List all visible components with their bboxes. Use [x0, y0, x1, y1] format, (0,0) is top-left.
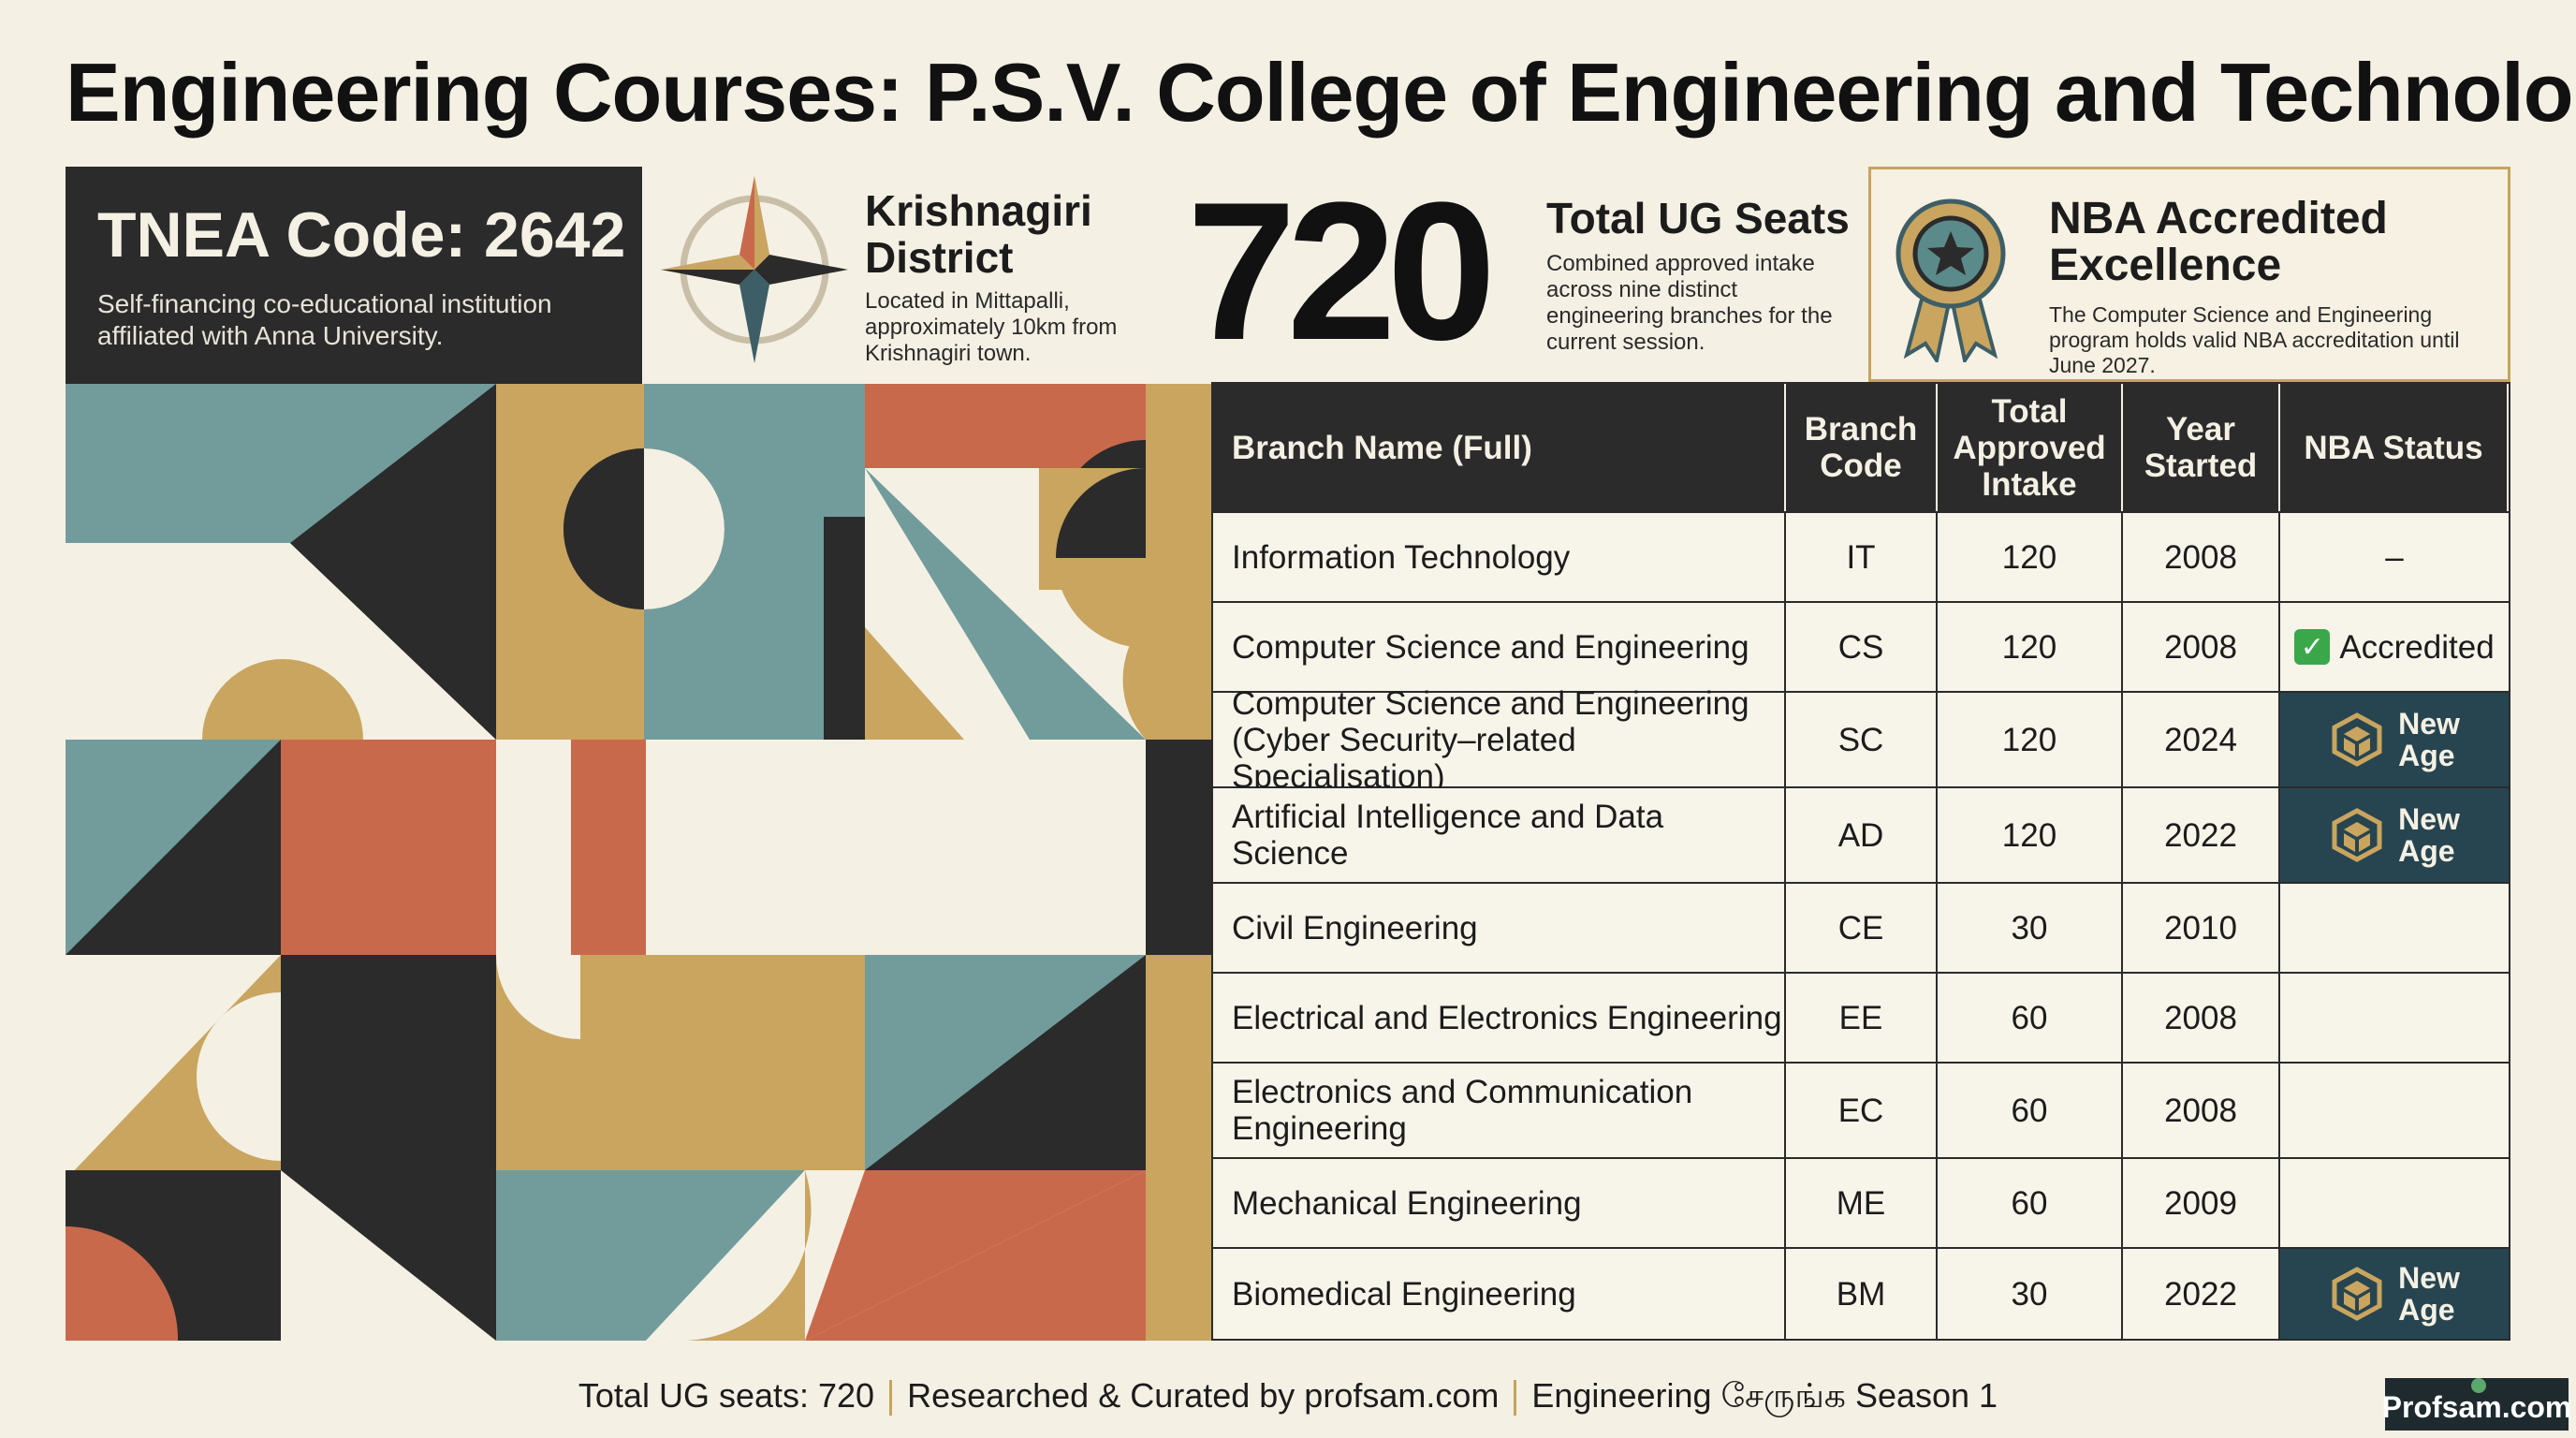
footer-credit: Researched & Curated by profsam.com — [907, 1376, 1500, 1415]
footer: Total UG seats: 720 Researched & Curated … — [0, 1376, 2576, 1420]
header-branch-code: Branch Code — [1786, 384, 1938, 511]
branch-name: Electronics and Communication Engineerin… — [1213, 1064, 1786, 1157]
footer-divider — [1514, 1380, 1517, 1416]
nba-status: New Age — [2280, 693, 2509, 786]
branch-code: AD — [1786, 788, 1938, 882]
check-box-icon: ✓ — [2294, 629, 2331, 665]
hexagon-cube-icon — [2332, 808, 2382, 862]
branch-name: Biomedical Engineering — [1213, 1249, 1786, 1339]
branch-intake: 120 — [1938, 603, 2123, 691]
new-age-badge: New Age — [2329, 803, 2460, 867]
nba-card: NBA Accredited Excellence The Computer S… — [1868, 167, 2510, 382]
branch-intake: 120 — [1938, 788, 2123, 882]
branch-code: IT — [1786, 513, 1938, 601]
header-branch-name: Branch Name (Full) — [1213, 384, 1786, 511]
branches-table: Branch Name (Full) Branch Code Total App… — [1211, 382, 2510, 1341]
branch-year: 2008 — [2123, 1064, 2280, 1157]
branch-code: EC — [1786, 1064, 1938, 1157]
tnea-description: Self-financing co-educational institutio… — [97, 289, 552, 350]
new-age-label: New Age — [2398, 802, 2460, 868]
branch-intake: 30 — [1938, 1249, 2123, 1339]
total-seats-description: Combined approved intake across nine dis… — [1546, 251, 1833, 355]
table-row: Computer Science and Engineering CS 120 … — [1213, 603, 2509, 693]
nba-status — [2280, 1159, 2509, 1247]
table-row: Electronics and Communication Engineerin… — [1213, 1064, 2509, 1159]
footer-series: Engineering சேருங்க Season 1 — [1531, 1376, 1998, 1415]
branch-name: Civil Engineering — [1213, 884, 1786, 972]
nba-status: – — [2385, 538, 2404, 576]
tnea-code: TNEA Code: 2642 — [97, 199, 626, 271]
hexagon-cube-icon — [2332, 1267, 2382, 1321]
tnea-card: TNEA Code: 2642 Self-financing co-educat… — [66, 167, 642, 384]
award-medal-icon — [1895, 198, 2006, 362]
branch-year: 2010 — [2123, 884, 2280, 972]
branch-intake: 60 — [1938, 1159, 2123, 1247]
footer-divider — [889, 1380, 893, 1416]
brand-label: Profsam.com — [2381, 1390, 2572, 1424]
table-row: Biomedical Engineering BM 30 2022 New Age — [1213, 1249, 2509, 1339]
nba-status: ✓ Accredited — [2280, 603, 2509, 691]
geometric-art-panel — [66, 384, 1211, 1341]
nba-description: The Computer Science and Engineering pro… — [2049, 302, 2460, 377]
total-seats-number: 720 — [1187, 161, 1496, 381]
branch-year: 2022 — [2123, 788, 2280, 882]
branch-name: Information Technology — [1213, 513, 1786, 601]
branch-name: Mechanical Engineering — [1213, 1159, 1786, 1247]
new-age-badge: New Age — [2329, 708, 2460, 771]
branch-code: BM — [1786, 1249, 1938, 1339]
table-row: Civil Engineering CE 30 2010 — [1213, 884, 2509, 974]
table-header-row: Branch Name (Full) Branch Code Total App… — [1213, 384, 2509, 513]
header-intake: Total Approved Intake — [1938, 384, 2123, 511]
table-row: Mechanical Engineering ME 60 2009 — [1213, 1159, 2509, 1249]
branch-code: CS — [1786, 603, 1938, 691]
table-row: Electrical and Electronics Engineering E… — [1213, 974, 2509, 1064]
brain-icon — [2471, 1378, 2486, 1393]
total-seats-title: Total UG Seats — [1546, 194, 1850, 242]
table-row: Computer Science and Engineering (Cyber … — [1213, 685, 2509, 795]
location-description: Located in Mittapalli, approximately 10k… — [865, 288, 1118, 366]
branch-code: SC — [1786, 693, 1938, 786]
new-age-badge: New Age — [2329, 1262, 2460, 1326]
new-age-label: New Age — [2398, 1261, 2460, 1327]
header-nba-status: NBA Status — [2280, 384, 2509, 511]
branch-year: 2008 — [2123, 603, 2280, 691]
nba-status: New Age — [2280, 788, 2509, 882]
branch-year: 2008 — [2123, 513, 2280, 601]
branch-year: 2024 — [2123, 693, 2280, 786]
table-row: Information Technology IT 120 2008 – — [1213, 513, 2509, 603]
table-row: Artificial Intelligence and Data Science… — [1213, 788, 2509, 884]
nba-status — [2280, 884, 2509, 972]
nba-status: New Age — [2280, 1249, 2509, 1339]
branch-intake: 120 — [1938, 513, 2123, 601]
new-age-label: New Age — [2398, 707, 2460, 772]
branch-year: 2008 — [2123, 974, 2280, 1062]
nba-status — [2280, 974, 2509, 1062]
hexagon-cube-icon — [2332, 712, 2382, 767]
branch-code: ME — [1786, 1159, 1938, 1247]
branch-intake: 120 — [1938, 693, 2123, 786]
branch-name: Computer Science and Engineering (Cyber … — [1213, 685, 1786, 795]
accredited-badge: ✓ Accredited — [2294, 628, 2495, 666]
page-title: Engineering Courses: P.S.V. College of E… — [66, 46, 2576, 139]
nba-title: NBA Accredited Excellence — [2049, 194, 2388, 290]
branch-intake: 60 — [1938, 1064, 2123, 1157]
branch-year: 2022 — [2123, 1249, 2280, 1339]
compass-star-icon — [661, 176, 848, 363]
branch-code: CE — [1786, 884, 1938, 972]
accredited-label: Accredited — [2339, 628, 2495, 666]
branch-intake: 60 — [1938, 974, 2123, 1062]
nba-status — [2280, 1064, 2509, 1157]
branch-name: Computer Science and Engineering — [1213, 603, 1786, 691]
location-title: Krishnagiri District — [865, 186, 1092, 282]
branch-intake: 30 — [1938, 884, 2123, 972]
branch-name: Electrical and Electronics Engineering — [1213, 974, 1786, 1062]
branch-year: 2009 — [2123, 1159, 2280, 1247]
header-year: Year Started — [2123, 384, 2280, 511]
footer-total-seats: Total UG seats: 720 — [578, 1376, 875, 1415]
branch-name: Artificial Intelligence and Data Science — [1213, 788, 1786, 882]
branch-code: EE — [1786, 974, 1938, 1062]
